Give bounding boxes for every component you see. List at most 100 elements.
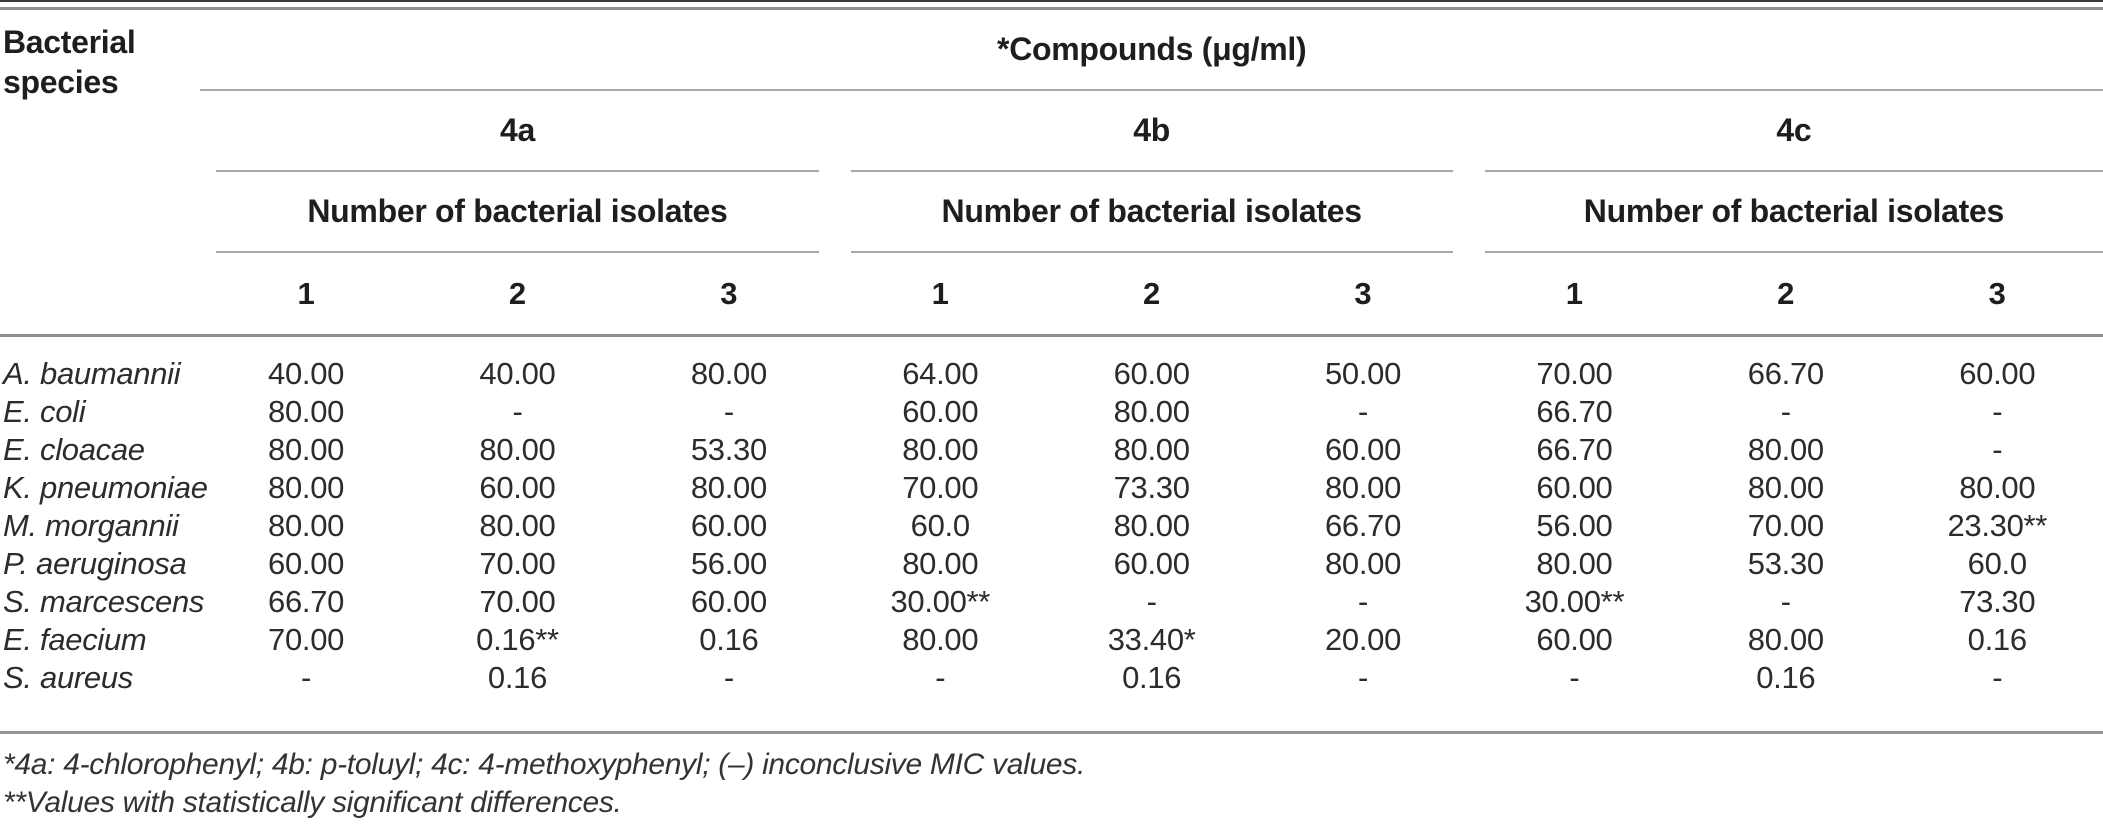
mic-value: 0.16 [1967,622,2027,657]
mic-value: 80.00 [902,622,979,657]
mic-value: 40.00 [268,356,345,391]
mic-value: 80.00 [902,432,979,467]
species-name: E. coli [3,394,86,429]
mic-value: 20.00 [1324,622,1402,657]
mic-value: 60.0 [1967,546,2027,581]
table-row: S. aureus - 0.16 - - 0.16 - - 0.16 - [0,659,2103,733]
mic-value: 30.00** [1524,584,1625,619]
mic-value: 80.00 [1324,546,1402,581]
mic-value: - [1780,584,1791,619]
group-label-row: 4a 4b 4c [0,90,2103,172]
mic-value: - [1992,394,2003,429]
group-4a-label: 4a [216,91,819,172]
species-name: S. aureus [3,660,133,695]
mic-value: 0.16** [476,622,559,657]
mic-value: 73.30 [1959,584,2036,619]
mic-value: 0.16 [487,660,548,695]
group-4b-header: 4b [835,90,1469,172]
mic-value: 0.16 [1756,660,1816,695]
mic-value: - [1358,660,1369,695]
mic-value: 66.70 [1536,432,1613,467]
mic-value: - [1780,394,1791,429]
table-row: E. faecium 70.00 0.16** 0.16 80.00 33.40* 20.0… [0,621,2103,659]
mic-value: 80.00 [1959,470,2036,505]
mic-value: 60.00 [479,470,556,505]
mic-value: - [1992,660,2003,695]
col-4b-1: 1 [834,253,1046,337]
group-4a-subheader: Number of bacterial isolates [200,172,834,253]
mic-value: 80.00 [479,432,556,467]
table-row: K. pneumoniae 80.00 60.00 80.00 70.00 73.30 80… [0,469,2103,507]
col-4c-2: 2 [1680,253,1892,337]
mic-value: 66.70 [1536,394,1613,429]
group-4b-subheader-label: Number of bacterial isolates [850,172,1453,253]
footnotes: *4a: 4-chlorophenyl; 4b: p-toluyl; 4c: 4… [0,746,2103,822]
group-4c-label: 4c [1484,91,2103,172]
col-4b-3: 3 [1257,253,1469,337]
mic-value: 80.00 [1747,432,1824,467]
mic-value: 60.00 [902,394,979,429]
mic-value: 80.00 [1747,622,1824,657]
mic-value: 66.70 [1324,508,1402,543]
footnote-significance: **Values with statistically significant … [3,786,622,819]
mic-value: 80.00 [1747,470,1824,505]
mic-value: 80.00 [268,470,345,505]
table-row: A. baumannii 40.00 40.00 80.00 64.00 60.00 50.… [0,336,2103,394]
species-name: M. morgannii [3,508,179,543]
mic-value: 60.00 [1536,622,1613,657]
mic-value: 80.00 [479,508,556,543]
compounds-header-row: Bacterial species *Compounds (μg/ml) [0,8,2103,337]
mic-value: 60.00 [1959,356,2036,391]
group-4b-subheader: Number of bacterial isolates [835,172,1469,253]
table-row: E. coli 80.00 - - 60.00 80.00 - 66.70 - - [0,393,2103,431]
isolate-number-row: 1 2 3 1 2 3 1 2 3 [0,253,2103,337]
mic-value: 23.30** [1947,508,2048,543]
mic-value: 64.00 [902,356,979,391]
mic-value: 70.00 [1536,356,1613,391]
mic-value: 80.00 [1536,546,1613,581]
mic-value: 70.00 [268,622,345,657]
mic-value: 80.00 [902,546,979,581]
mic-value: - [723,394,734,429]
mic-value: 60.00 [1536,470,1613,505]
species-name: A. baumannii [3,356,181,391]
mic-value: 70.00 [902,470,979,505]
mic-value: - [1358,584,1369,619]
mic-value: 0.16 [1122,660,1182,695]
mic-value: 56.00 [690,546,767,581]
table-row: M. morgannii 80.00 80.00 60.00 60.0 80.00 66.7… [0,507,2103,545]
species-column-header: Bacterial species [0,8,201,337]
col-4a-1: 1 [200,253,412,337]
mic-value: 60.00 [1113,546,1190,581]
mic-value: 66.70 [1747,356,1824,391]
species-name: P. aeruginosa [3,546,187,581]
group-4c-header: 4c [1469,90,2103,172]
mic-value: 80.00 [690,356,767,391]
mic-value: 80.00 [1113,432,1190,467]
mic-value: 60.00 [690,584,767,619]
mic-value: - [1569,660,1580,695]
species-name: K. pneumoniae [3,470,208,505]
table-row: S. marcescens 66.70 70.00 60.00 30.00** - - 30.… [0,583,2103,621]
group-4a-header: 4a [200,90,834,172]
species-name: E. cloacae [3,432,145,467]
mic-value: 60.00 [690,508,767,543]
mic-value: - [723,660,734,695]
mic-value: 80.00 [1113,394,1190,429]
mic-value: 60.0 [910,508,970,543]
mic-value: 80.00 [1113,508,1190,543]
mic-value: 50.00 [1324,356,1402,391]
mic-value: - [935,660,946,695]
mic-value: - [1146,584,1157,619]
compounds-header: *Compounds (μg/ml) [200,8,2103,91]
species-name: E. faecium [3,622,147,657]
col-4c-1: 1 [1468,253,1681,337]
group-4a-subheader-label: Number of bacterial isolates [216,172,819,253]
mic-value: 53.30 [690,432,767,467]
mic-table: Bacterial species *Compounds (μg/ml) 4a … [0,7,2103,734]
mic-value: - [1358,394,1369,429]
mic-value: 80.00 [268,394,345,429]
mic-value: 56.00 [1536,508,1613,543]
mic-value: - [1992,432,2003,467]
footnote-compound-key: *4a: 4-chlorophenyl; 4b: p-toluyl; 4c: 4… [3,748,1086,781]
